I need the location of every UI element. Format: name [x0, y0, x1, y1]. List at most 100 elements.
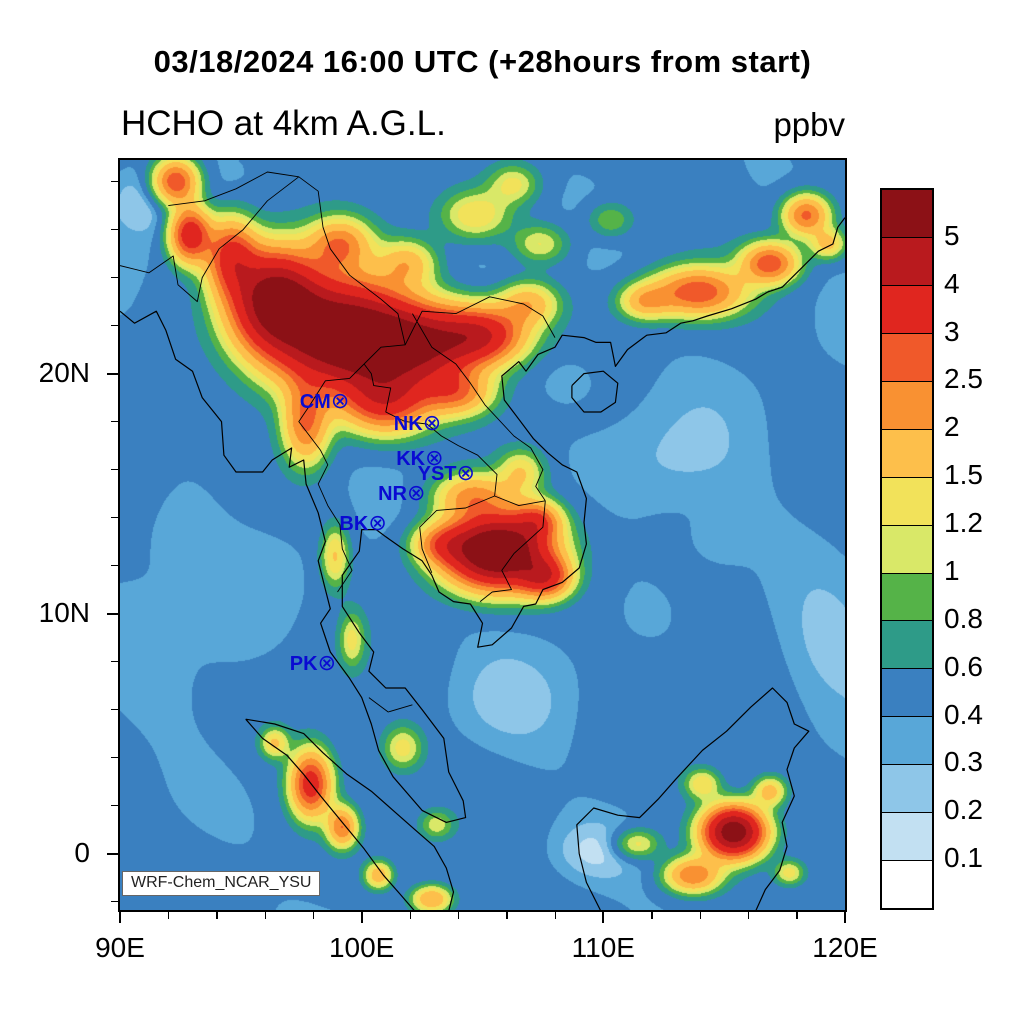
colorbar-cell — [882, 764, 932, 813]
x-axis-major-tick — [844, 912, 846, 923]
station-label: KK — [396, 447, 426, 470]
x-axis-minor-tick — [409, 912, 411, 919]
colorbar-cell — [882, 190, 932, 237]
circled-times-station-icon: ⊗ — [317, 649, 336, 675]
station-label: BK — [339, 512, 369, 535]
country-border-path — [368, 697, 413, 713]
country-border-path — [479, 500, 546, 602]
y-axis-minor-tick — [111, 516, 118, 519]
coastline-path — [245, 718, 455, 910]
colorbar-level-label: 0.6 — [944, 650, 983, 682]
y-axis-tick-label: 20N — [38, 356, 90, 388]
colorbar-cell — [882, 524, 932, 573]
colorbar-cell — [882, 332, 932, 381]
country-border-path — [494, 495, 546, 507]
coastline-path — [120, 217, 845, 823]
coastlines-borders-overlay — [120, 171, 845, 910]
x-axis-major-tick — [360, 912, 363, 923]
y-axis-major-tick — [107, 612, 118, 615]
circled-times-station-icon: ⊗ — [368, 509, 387, 535]
x-axis-minor-tick — [264, 912, 266, 919]
station-label: NR — [378, 482, 407, 505]
colorbar-cell — [882, 860, 932, 909]
y-axis-minor-tick — [111, 468, 118, 471]
colorbar-cell — [882, 284, 932, 333]
x-axis-minor-tick — [216, 912, 218, 919]
x-axis-minor-tick — [796, 912, 798, 919]
model-config-label: WRF-Chem_NCAR_YSU — [122, 871, 321, 896]
x-axis-minor-tick — [699, 912, 701, 919]
timestamp-title: 03/18/2024 16:00 UTC (+28hours from star… — [153, 44, 812, 79]
y-axis-tick-label: 10N — [38, 596, 90, 628]
y-axis-minor-tick — [111, 660, 118, 663]
colorbar-level-label: 2 — [944, 411, 960, 443]
coastline-path — [576, 687, 810, 910]
colorbar-cell — [882, 476, 932, 525]
x-axis-tick-label: 90E — [95, 932, 145, 963]
colorbar-cell — [882, 716, 932, 765]
x-axis-minor-tick — [457, 912, 460, 919]
y-axis-minor-tick — [111, 228, 118, 231]
station-label: YST — [417, 463, 457, 486]
country-border-path — [419, 495, 495, 573]
colorbar-cell — [882, 668, 932, 717]
circled-times-station-icon: ⊗ — [422, 409, 442, 435]
country-border-path — [298, 363, 365, 593]
y-axis-minor-tick — [111, 324, 118, 327]
y-axis-minor-tick — [111, 756, 118, 759]
station-marker-NR: NR⊗ — [378, 480, 425, 506]
y-axis-minor-tick — [111, 900, 118, 903]
y-axis-major-tick — [107, 372, 118, 375]
x-axis-minor-tick — [312, 912, 315, 919]
country-border-path — [363, 363, 498, 497]
x-axis-minor-tick — [651, 912, 653, 919]
colorbar-cell — [882, 380, 932, 429]
y-axis-minor-tick — [111, 276, 118, 279]
station-marker-BK: BK⊗ — [339, 510, 386, 536]
map-plot-area: CM⊗ NK⊗ KK⊗ YST⊗ NR⊗ BK⊗ PK⊗ WRF-Chem_NCAR_YSU — [120, 160, 845, 910]
hcho-concentration-field — [120, 160, 845, 910]
colorbar-cell — [882, 236, 932, 285]
colorbar-level-label: 1.2 — [944, 507, 983, 539]
x-axis-tick-label: 110E — [571, 932, 635, 963]
y-axis-minor-tick — [111, 180, 118, 183]
station-marker-PK: PK⊗ — [290, 650, 336, 676]
station-marker-CM: CM⊗ — [300, 388, 350, 414]
colorbar-cell — [882, 620, 932, 669]
circled-times-station-icon: ⊗ — [406, 479, 426, 505]
y-axis-minor-tick — [111, 564, 118, 567]
station-label: CM — [299, 391, 331, 414]
coastline-path — [571, 370, 619, 413]
y-axis-minor-tick — [111, 420, 118, 423]
colorbar-level-label: 0.4 — [944, 698, 983, 730]
country-border-path — [120, 176, 300, 303]
y-axis-minor-tick — [111, 708, 118, 711]
country-border-path — [412, 313, 546, 502]
station-marker-NK: NK⊗ — [394, 410, 441, 436]
station-marker-YST: YST⊗ — [418, 460, 475, 486]
y-axis-minor-tick — [111, 804, 118, 807]
y-axis-tick-label: 0 — [74, 836, 90, 868]
colorbar-cell — [882, 428, 932, 477]
circled-times-station-icon: ⊗ — [330, 388, 350, 414]
colorbar-level-label: 3 — [944, 315, 960, 347]
x-axis-minor-tick — [506, 912, 508, 919]
colorbar-level-label: 0.8 — [944, 602, 983, 634]
x-axis-minor-tick — [554, 912, 556, 919]
colorbar — [880, 188, 934, 910]
colorbar-level-label: 1.5 — [944, 459, 983, 491]
x-axis-minor-tick — [167, 912, 170, 919]
y-axis-major-tick — [107, 852, 118, 855]
x-axis-minor-tick — [747, 912, 750, 919]
colorbar-cell — [882, 572, 932, 621]
colorbar-level-label: 4 — [944, 267, 960, 299]
variable-title: HCHO at 4km A.G.L. — [121, 104, 446, 143]
x-axis-tick-label: 100E — [328, 932, 395, 963]
colorbar-level-label: 0.3 — [944, 746, 983, 778]
colorbar-level-label: 1 — [944, 554, 960, 586]
x-axis-major-tick — [119, 912, 121, 923]
x-axis-tick-label: 120E — [812, 932, 878, 963]
colorbar-level-label: 2.5 — [944, 363, 983, 395]
colorbar-level-label: 0.1 — [944, 842, 983, 874]
station-marker-KK: KK⊗ — [396, 445, 443, 471]
